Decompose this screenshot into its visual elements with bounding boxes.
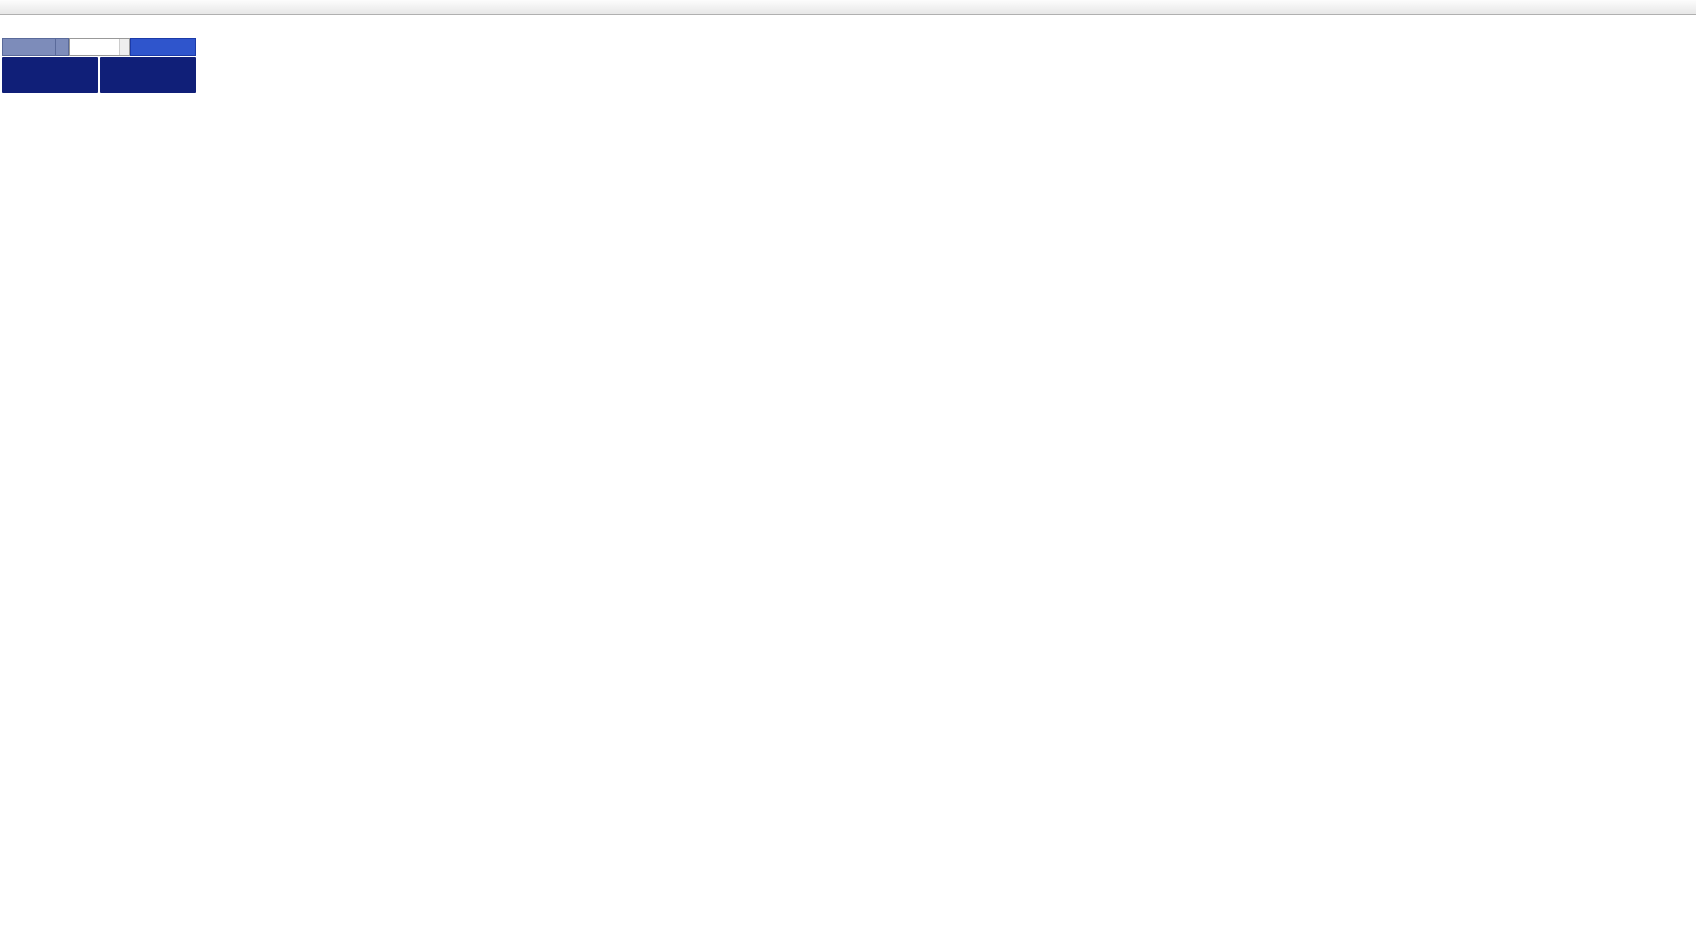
buy-price-button[interactable] [100,57,196,93]
sell-price-button[interactable] [2,57,98,93]
spin-down-icon[interactable] [119,47,129,55]
volume-spinner[interactable] [118,39,129,55]
trade-panel-top-row [2,38,196,56]
trade-panel-price-row [2,57,196,93]
buy-button[interactable] [130,38,196,56]
volume-box [69,38,130,56]
spin-up-icon[interactable] [119,39,129,47]
volume-input[interactable] [70,39,119,55]
one-click-trading-panel [2,38,196,93]
toolbar [0,0,1696,15]
sell-button[interactable] [2,38,56,56]
sell-dropdown-button[interactable] [56,38,69,56]
